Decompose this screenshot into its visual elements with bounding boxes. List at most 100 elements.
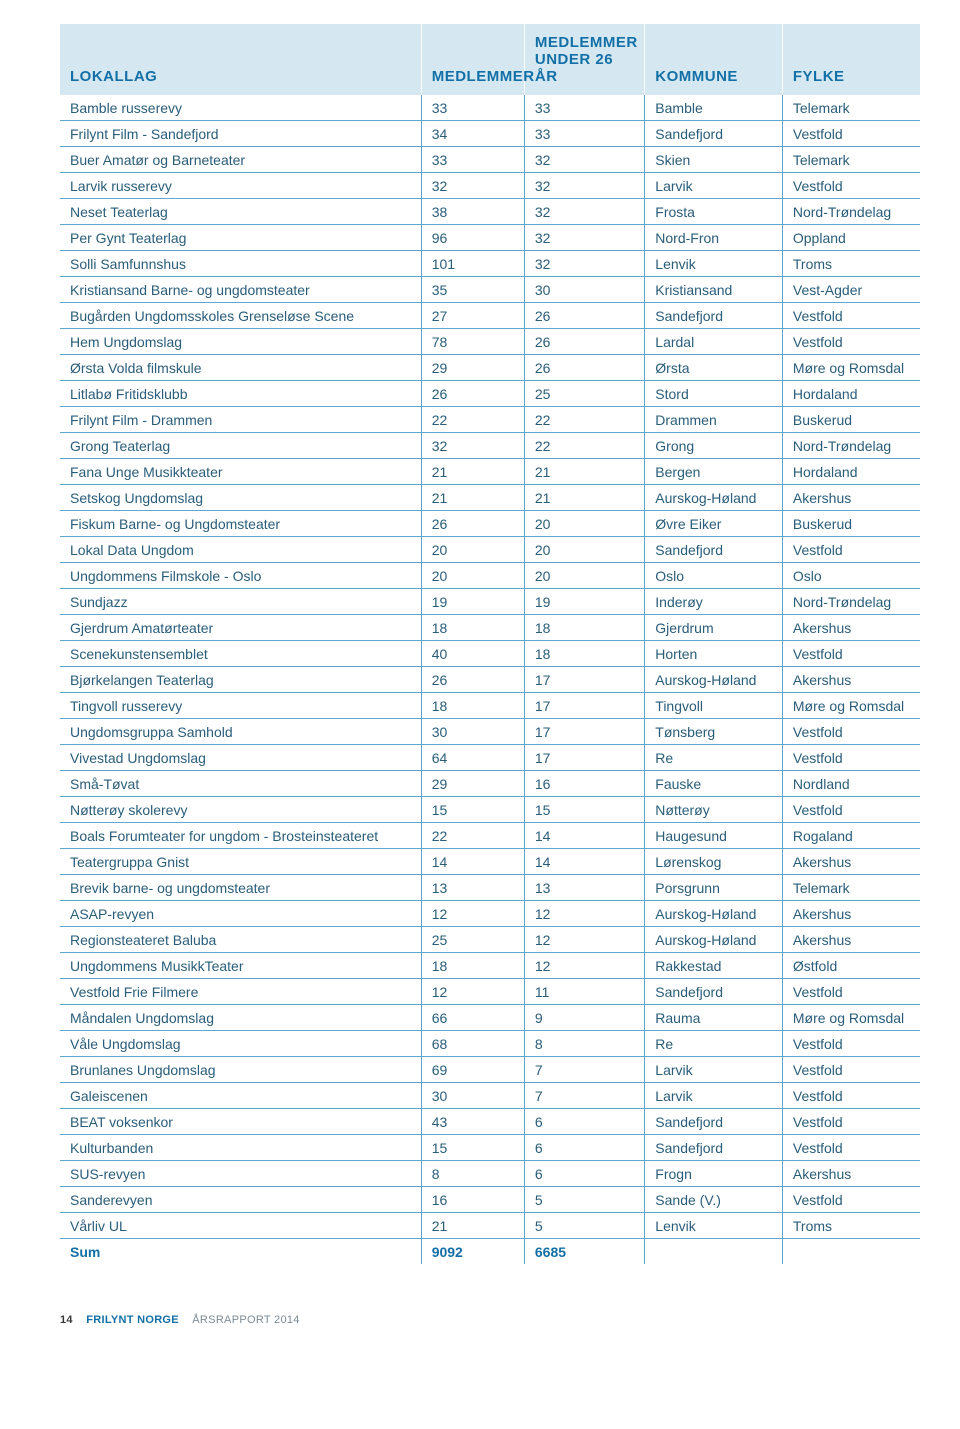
table-cell: Fauske [645,771,783,797]
table-cell: Bergen [645,459,783,485]
table-cell: Vestfold [782,797,920,823]
table-cell: 32 [524,199,644,225]
table-cell: Vestfold Frie Filmere [60,979,421,1005]
table-cell: 17 [524,693,644,719]
table-row: Lokal Data Ungdom2020SandefjordVestfold [60,537,920,563]
table-cell: 20 [524,511,644,537]
table-cell: 26 [421,667,524,693]
table-cell: 12 [524,927,644,953]
table-cell: Vestfold [782,1031,920,1057]
table-cell: Hem Ungdomslag [60,329,421,355]
table-cell: Galeiscenen [60,1083,421,1109]
table-cell: 21 [524,485,644,511]
table-cell: 43 [421,1109,524,1135]
table-cell: Sanderevyen [60,1187,421,1213]
table-cell: Frosta [645,199,783,225]
table-row: Brevik barne- og ungdomsteater1313Porsgr… [60,875,920,901]
table-row: Fiskum Barne- og Ungdomsteater2620Øvre E… [60,511,920,537]
table-cell: 30 [421,1083,524,1109]
table-row: Setskog Ungdomslag2121Aurskog-HølandAker… [60,485,920,511]
table-cell: Ungdommens Filmskole - Oslo [60,563,421,589]
table-cell: Sandefjord [645,1135,783,1161]
table-cell: 30 [421,719,524,745]
table-cell: Fana Unge Musikkteater [60,459,421,485]
table-cell: Lenvik [645,1213,783,1239]
table-cell: Nord-Trøndelag [782,589,920,615]
table-cell: 9 [524,1005,644,1031]
table-cell: Møre og Romsdal [782,1005,920,1031]
table-cell: Rakkestad [645,953,783,979]
table-cell: 16 [421,1187,524,1213]
table-cell: Telemark [782,147,920,173]
table-cell: 33 [421,147,524,173]
footer-org: FRILYNT NORGE [86,1314,179,1326]
table-cell: 12 [421,901,524,927]
table-row: Små-Tøvat2916FauskeNordland [60,771,920,797]
table-cell: Lørenskog [645,849,783,875]
table-cell: 21 [421,485,524,511]
table-cell: Hordaland [782,459,920,485]
table-cell: Vestfold [782,1187,920,1213]
table-cell: Solli Samfunnshus [60,251,421,277]
table-cell: Lokal Data Ungdom [60,537,421,563]
table-row: Scenekunstensemblet4018HortenVestfold [60,641,920,667]
table-cell: 30 [524,277,644,303]
page-footer: 14 FRILYNT NORGE ÅRSRAPPORT 2014 [60,1314,920,1326]
table-row: Gjerdrum Amatørteater1818GjerdrumAkershu… [60,615,920,641]
table-cell: 33 [421,95,524,121]
table-cell: Re [645,1031,783,1057]
sum-cell [782,1239,920,1265]
table-cell: Larvik [645,173,783,199]
table-cell: 8 [421,1161,524,1187]
table-cell: Larvik russerevy [60,173,421,199]
table-cell: 26 [421,381,524,407]
table-cell: 22 [524,433,644,459]
table-cell: Oslo [645,563,783,589]
table-cell: Akershus [782,667,920,693]
table-cell: 20 [421,563,524,589]
table-cell: 32 [421,433,524,459]
table-row: Ungdommens Filmskole - Oslo2020OsloOslo [60,563,920,589]
col-medlemmer: MEDLEMMER [421,24,524,95]
table-cell: ASAP-revyen [60,901,421,927]
table-cell: Vestfold [782,303,920,329]
table-cell: Rauma [645,1005,783,1031]
table-row: Nøtterøy skolerevy1515NøtterøyVestfold [60,797,920,823]
table-cell: Sandefjord [645,121,783,147]
table-cell: 27 [421,303,524,329]
table-cell: Porsgrunn [645,875,783,901]
table-cell: 78 [421,329,524,355]
table-cell: Oslo [782,563,920,589]
table-cell: Lenvik [645,251,783,277]
table-cell: 32 [524,173,644,199]
table-cell: 17 [524,667,644,693]
sum-cell [645,1239,783,1265]
table-cell: 20 [421,537,524,563]
table-cell: Larvik [645,1083,783,1109]
table-cell: 25 [524,381,644,407]
table-row: Galeiscenen307LarvikVestfold [60,1083,920,1109]
table-cell: Vestfold [782,173,920,199]
table-cell: 22 [524,407,644,433]
table-cell: Oppland [782,225,920,251]
table-cell: 5 [524,1213,644,1239]
table-cell: Sandefjord [645,303,783,329]
table-row: Vårliv UL215LenvikTroms [60,1213,920,1239]
table-cell: Buskerud [782,511,920,537]
table-row: Bugården Ungdomsskoles Grenseløse Scene2… [60,303,920,329]
table-cell: 18 [524,615,644,641]
table-row: Frilynt Film - Drammen2222DrammenBuskeru… [60,407,920,433]
table-row: Litlabø Fritidsklubb2625StordHordaland [60,381,920,407]
table-cell: Setskog Ungdomslag [60,485,421,511]
table-cell: Troms [782,1213,920,1239]
table-cell: Drammen [645,407,783,433]
table-row: Sundjazz1919InderøyNord-Trøndelag [60,589,920,615]
table-cell: 101 [421,251,524,277]
col-under26: MEDLEMMER UNDER 26 ÅR [524,24,644,95]
table-cell: 19 [421,589,524,615]
table-cell: Ungdommens MusikkTeater [60,953,421,979]
table-cell: 15 [421,797,524,823]
table-cell: 18 [524,641,644,667]
table-row: Frilynt Film - Sandefjord3433SandefjordV… [60,121,920,147]
table-cell: Gjerdrum Amatørteater [60,615,421,641]
